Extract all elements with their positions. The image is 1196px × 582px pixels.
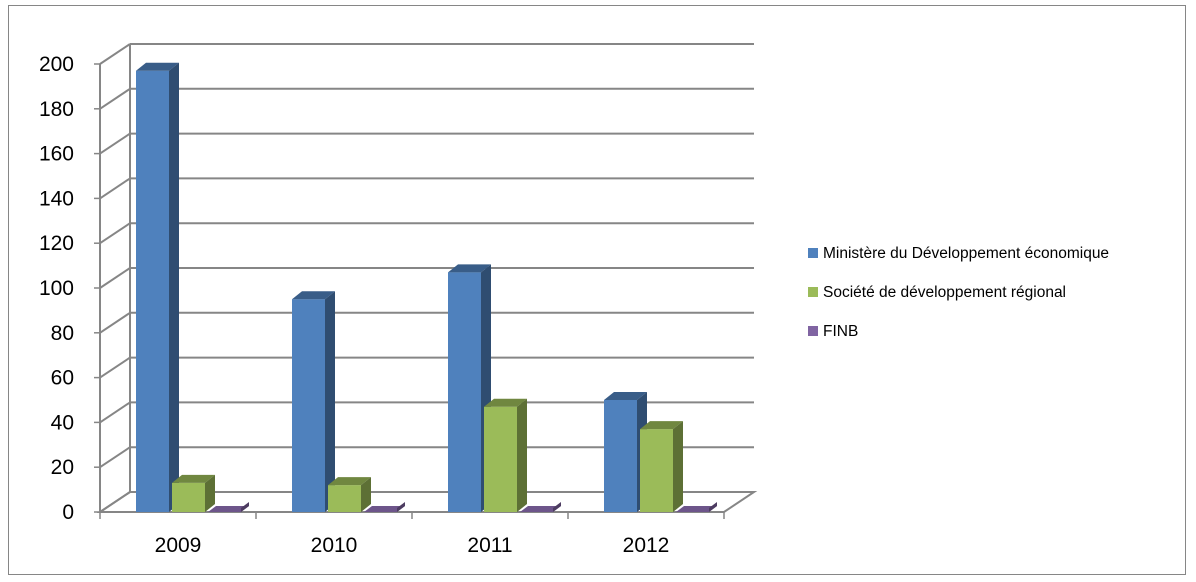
bar-side	[517, 398, 527, 512]
bar-front	[172, 482, 205, 512]
y-tick-label: 180	[39, 98, 74, 121]
bar-front	[484, 406, 517, 512]
legend-swatch	[808, 326, 818, 336]
bar-front	[448, 272, 481, 512]
bar-top	[640, 421, 683, 430]
side-wall-line	[99, 222, 131, 245]
bar	[292, 291, 335, 512]
side-wall-line	[99, 177, 131, 200]
bar-top	[136, 62, 179, 71]
bar	[172, 474, 215, 512]
bar-side	[709, 502, 717, 512]
gridlines	[99, 43, 754, 513]
bar	[208, 502, 249, 512]
legend-swatch	[808, 287, 818, 297]
y-tick-label: 40	[51, 411, 74, 434]
side-wall-line	[99, 356, 131, 379]
bar-side	[169, 62, 179, 512]
bar	[676, 502, 717, 512]
legend-swatch	[808, 248, 818, 258]
bar-side	[205, 474, 215, 512]
bar-top	[484, 398, 527, 407]
legend-label: Société de développement régional	[823, 284, 1066, 301]
side-wall-line	[99, 267, 131, 289]
bar-top	[676, 506, 717, 512]
side-wall-line	[99, 43, 131, 65]
bar-top	[364, 506, 405, 512]
bar	[484, 398, 527, 512]
bar-front	[640, 429, 673, 512]
bar	[520, 502, 561, 512]
bar-side	[325, 291, 335, 512]
bar	[328, 477, 371, 512]
bar-top	[520, 506, 561, 512]
y-tick-label: 0	[62, 501, 74, 524]
bar-top	[292, 291, 335, 300]
bar-front	[604, 400, 637, 512]
bar-top	[208, 506, 249, 512]
bar-side	[361, 477, 371, 512]
bar-top	[172, 474, 215, 483]
y-tick-label: 20	[51, 456, 74, 479]
side-wall-line	[99, 401, 131, 424]
bar	[640, 421, 683, 512]
side-wall-line	[99, 446, 131, 469]
x-tick-label: 2012	[623, 534, 670, 557]
legend-label: FINB	[823, 323, 858, 340]
bar	[448, 264, 491, 512]
y-tick-label: 160	[39, 143, 74, 166]
bar-side	[397, 502, 405, 512]
bar-front	[136, 70, 169, 512]
axis-labels: 0 20 40 60 80 100 120 140 160 180 200 2009 2010 2011 2…	[39, 53, 669, 557]
side-wall-line	[99, 87, 131, 110]
bar-side	[241, 502, 249, 512]
y-tick-label: 140	[39, 187, 74, 210]
bar-top	[328, 477, 371, 486]
bar-front	[292, 299, 325, 512]
legend-label: Ministère du Développement économique	[823, 245, 1109, 262]
y-tick-label: 60	[51, 367, 74, 390]
bar-side	[673, 421, 683, 512]
bar	[604, 392, 647, 512]
bar	[136, 62, 179, 512]
bar	[364, 502, 405, 512]
y-tick-label: 200	[39, 53, 74, 76]
y-tick-label: 100	[39, 277, 74, 300]
x-tick-label: 2011	[467, 534, 512, 557]
y-tick-label: 120	[39, 232, 74, 255]
y-tick-label: 80	[51, 322, 74, 345]
legend: Ministère du Développement économique Soc…	[808, 245, 1109, 340]
bar-top	[448, 264, 491, 273]
bar-side	[553, 502, 561, 512]
side-wall-line	[99, 132, 131, 155]
side-wall-line	[99, 311, 131, 334]
x-tick-label: 2010	[311, 534, 358, 557]
bar-top	[604, 392, 647, 400]
x-tick-label: 2009	[155, 534, 202, 557]
bar-front	[328, 485, 361, 512]
bars	[136, 62, 717, 512]
